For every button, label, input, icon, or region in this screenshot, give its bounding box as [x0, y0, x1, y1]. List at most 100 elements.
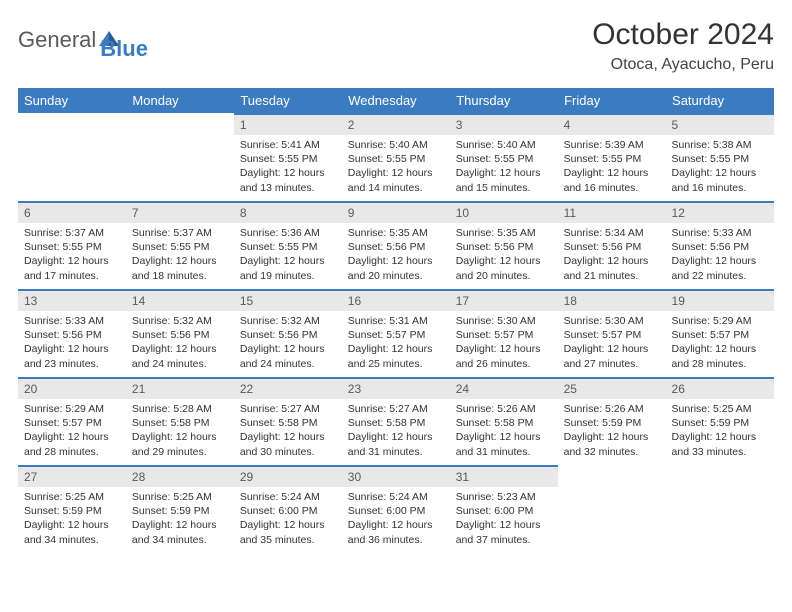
- day-details: Sunrise: 5:34 AMSunset: 5:56 PMDaylight:…: [558, 223, 666, 289]
- sunrise-text: Sunrise: 5:32 AM: [132, 314, 228, 328]
- calendar-day-cell: 2Sunrise: 5:40 AMSunset: 5:55 PMDaylight…: [342, 113, 450, 201]
- day-number: 12: [666, 201, 774, 223]
- calendar-day-cell: 18Sunrise: 5:30 AMSunset: 5:57 PMDayligh…: [558, 289, 666, 377]
- calendar-day-cell: .: [18, 113, 126, 201]
- sunrise-text: Sunrise: 5:28 AM: [132, 402, 228, 416]
- sunrise-text: Sunrise: 5:24 AM: [348, 490, 444, 504]
- calendar-day-cell: 24Sunrise: 5:26 AMSunset: 5:58 PMDayligh…: [450, 377, 558, 465]
- sunrise-text: Sunrise: 5:25 AM: [132, 490, 228, 504]
- daylight-text: Daylight: 12 hours and 17 minutes.: [24, 254, 120, 282]
- day-number: 11: [558, 201, 666, 223]
- day-details: Sunrise: 5:27 AMSunset: 5:58 PMDaylight:…: [234, 399, 342, 465]
- sunset-text: Sunset: 5:56 PM: [348, 240, 444, 254]
- daylight-text: Daylight: 12 hours and 34 minutes.: [24, 518, 120, 546]
- sunset-text: Sunset: 5:55 PM: [132, 240, 228, 254]
- day-details: Sunrise: 5:33 AMSunset: 5:56 PMDaylight:…: [666, 223, 774, 289]
- day-details: Sunrise: 5:28 AMSunset: 5:58 PMDaylight:…: [126, 399, 234, 465]
- calendar-day-cell: 14Sunrise: 5:32 AMSunset: 5:56 PMDayligh…: [126, 289, 234, 377]
- calendar-day-cell: 26Sunrise: 5:25 AMSunset: 5:59 PMDayligh…: [666, 377, 774, 465]
- sunrise-text: Sunrise: 5:33 AM: [672, 226, 768, 240]
- calendar-day-cell: 13Sunrise: 5:33 AMSunset: 5:56 PMDayligh…: [18, 289, 126, 377]
- calendar-day-cell: 5Sunrise: 5:38 AMSunset: 5:55 PMDaylight…: [666, 113, 774, 201]
- sunrise-text: Sunrise: 5:25 AM: [24, 490, 120, 504]
- calendar-day-cell: 22Sunrise: 5:27 AMSunset: 5:58 PMDayligh…: [234, 377, 342, 465]
- day-details: Sunrise: 5:24 AMSunset: 6:00 PMDaylight:…: [234, 487, 342, 553]
- header: General Blue October 2024 Otoca, Ayacuch…: [18, 18, 774, 74]
- sunset-text: Sunset: 5:56 PM: [456, 240, 552, 254]
- day-details: Sunrise: 5:38 AMSunset: 5:55 PMDaylight:…: [666, 135, 774, 201]
- daylight-text: Daylight: 12 hours and 18 minutes.: [132, 254, 228, 282]
- sunset-text: Sunset: 5:59 PM: [132, 504, 228, 518]
- calendar-day-cell: 31Sunrise: 5:23 AMSunset: 6:00 PMDayligh…: [450, 465, 558, 553]
- day-number: 3: [450, 113, 558, 135]
- day-number: 10: [450, 201, 558, 223]
- sunset-text: Sunset: 5:56 PM: [672, 240, 768, 254]
- weekday-header: Thursday: [450, 88, 558, 113]
- calendar-week-row: 27Sunrise: 5:25 AMSunset: 5:59 PMDayligh…: [18, 465, 774, 553]
- sunrise-text: Sunrise: 5:37 AM: [132, 226, 228, 240]
- day-details: Sunrise: 5:40 AMSunset: 5:55 PMDaylight:…: [342, 135, 450, 201]
- sunrise-text: Sunrise: 5:26 AM: [564, 402, 660, 416]
- day-number: 17: [450, 289, 558, 311]
- day-number: 26: [666, 377, 774, 399]
- daylight-text: Daylight: 12 hours and 23 minutes.: [24, 342, 120, 370]
- day-details: Sunrise: 5:39 AMSunset: 5:55 PMDaylight:…: [558, 135, 666, 201]
- day-details: Sunrise: 5:33 AMSunset: 5:56 PMDaylight:…: [18, 311, 126, 377]
- sunset-text: Sunset: 5:56 PM: [240, 328, 336, 342]
- daylight-text: Daylight: 12 hours and 34 minutes.: [132, 518, 228, 546]
- daylight-text: Daylight: 12 hours and 24 minutes.: [240, 342, 336, 370]
- daylight-text: Daylight: 12 hours and 15 minutes.: [456, 166, 552, 194]
- logo: General Blue: [18, 18, 148, 62]
- page-title: October 2024: [592, 18, 774, 52]
- calendar-day-cell: 4Sunrise: 5:39 AMSunset: 5:55 PMDaylight…: [558, 113, 666, 201]
- sunrise-text: Sunrise: 5:30 AM: [456, 314, 552, 328]
- daylight-text: Daylight: 12 hours and 25 minutes.: [348, 342, 444, 370]
- day-number: 29: [234, 465, 342, 487]
- day-details: Sunrise: 5:31 AMSunset: 5:57 PMDaylight:…: [342, 311, 450, 377]
- day-details: Sunrise: 5:41 AMSunset: 5:55 PMDaylight:…: [234, 135, 342, 201]
- daylight-text: Daylight: 12 hours and 29 minutes.: [132, 430, 228, 458]
- day-number: 22: [234, 377, 342, 399]
- day-number: 16: [342, 289, 450, 311]
- day-details: Sunrise: 5:32 AMSunset: 5:56 PMDaylight:…: [126, 311, 234, 377]
- daylight-text: Daylight: 12 hours and 32 minutes.: [564, 430, 660, 458]
- sunset-text: Sunset: 5:55 PM: [456, 152, 552, 166]
- day-number: 24: [450, 377, 558, 399]
- sunset-text: Sunset: 5:55 PM: [240, 240, 336, 254]
- sunrise-text: Sunrise: 5:23 AM: [456, 490, 552, 504]
- calendar-week-row: 20Sunrise: 5:29 AMSunset: 5:57 PMDayligh…: [18, 377, 774, 465]
- day-details: Sunrise: 5:27 AMSunset: 5:58 PMDaylight:…: [342, 399, 450, 465]
- calendar-day-cell: .: [558, 465, 666, 553]
- sunrise-text: Sunrise: 5:41 AM: [240, 138, 336, 152]
- sunset-text: Sunset: 5:56 PM: [564, 240, 660, 254]
- day-number: 27: [18, 465, 126, 487]
- day-details: Sunrise: 5:25 AMSunset: 5:59 PMDaylight:…: [126, 487, 234, 553]
- sunrise-text: Sunrise: 5:35 AM: [456, 226, 552, 240]
- daylight-text: Daylight: 12 hours and 20 minutes.: [456, 254, 552, 282]
- calendar-day-cell: 29Sunrise: 5:24 AMSunset: 6:00 PMDayligh…: [234, 465, 342, 553]
- day-number: 15: [234, 289, 342, 311]
- daylight-text: Daylight: 12 hours and 14 minutes.: [348, 166, 444, 194]
- calendar-day-cell: 20Sunrise: 5:29 AMSunset: 5:57 PMDayligh…: [18, 377, 126, 465]
- calendar-day-cell: 12Sunrise: 5:33 AMSunset: 5:56 PMDayligh…: [666, 201, 774, 289]
- daylight-text: Daylight: 12 hours and 22 minutes.: [672, 254, 768, 282]
- day-details: Sunrise: 5:36 AMSunset: 5:55 PMDaylight:…: [234, 223, 342, 289]
- calendar-table: SundayMondayTuesdayWednesdayThursdayFrid…: [18, 88, 774, 553]
- sunrise-text: Sunrise: 5:32 AM: [240, 314, 336, 328]
- location-label: Otoca, Ayacucho, Peru: [592, 56, 774, 74]
- day-details: Sunrise: 5:29 AMSunset: 5:57 PMDaylight:…: [666, 311, 774, 377]
- day-details: Sunrise: 5:35 AMSunset: 5:56 PMDaylight:…: [342, 223, 450, 289]
- day-details: Sunrise: 5:26 AMSunset: 5:58 PMDaylight:…: [450, 399, 558, 465]
- sunrise-text: Sunrise: 5:27 AM: [240, 402, 336, 416]
- calendar-day-cell: 11Sunrise: 5:34 AMSunset: 5:56 PMDayligh…: [558, 201, 666, 289]
- sunset-text: Sunset: 5:55 PM: [564, 152, 660, 166]
- day-number: 31: [450, 465, 558, 487]
- sunset-text: Sunset: 5:56 PM: [24, 328, 120, 342]
- day-details: Sunrise: 5:30 AMSunset: 5:57 PMDaylight:…: [450, 311, 558, 377]
- sunset-text: Sunset: 5:56 PM: [132, 328, 228, 342]
- sunset-text: Sunset: 5:58 PM: [240, 416, 336, 430]
- day-number: 2: [342, 113, 450, 135]
- calendar-week-row: 6Sunrise: 5:37 AMSunset: 5:55 PMDaylight…: [18, 201, 774, 289]
- daylight-text: Daylight: 12 hours and 31 minutes.: [456, 430, 552, 458]
- calendar-day-cell: 25Sunrise: 5:26 AMSunset: 5:59 PMDayligh…: [558, 377, 666, 465]
